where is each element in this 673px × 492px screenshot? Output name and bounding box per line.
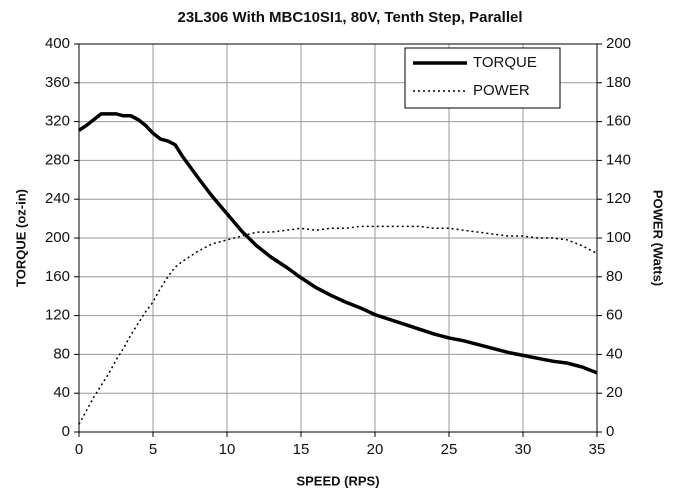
chart-title: 23L306 With MBC10SI1, 80V, Tenth Step, P…: [178, 9, 523, 26]
y-tick-label: 160: [45, 268, 70, 285]
series-line: [78, 112, 598, 375]
y-tick-label: 240: [45, 190, 70, 207]
legend-label: TORQUE: [473, 54, 537, 71]
y-tick-label: 360: [45, 74, 70, 91]
series-line: [78, 225, 598, 425]
x-tick-label: 5: [149, 441, 157, 458]
x-tick-label: 30: [515, 441, 532, 458]
y-tick-label: 120: [45, 307, 70, 324]
y-tick-label: 200: [45, 229, 70, 246]
y-tick-label: 280: [45, 151, 70, 168]
x-tick-label: 15: [293, 441, 310, 458]
y2-tick-label: 200: [606, 35, 631, 52]
y2-axis-label: POWER (Watts): [651, 190, 666, 286]
legend-box: [404, 47, 561, 109]
x-tick-label: 25: [441, 441, 458, 458]
y-tick-label: 40: [53, 384, 70, 401]
y-axis-label: TORQUE (oz-in): [13, 189, 28, 287]
y2-tick-label: 40: [606, 345, 623, 362]
x-tick-label: 10: [219, 441, 236, 458]
y2-tick-label: 120: [606, 190, 631, 207]
x-tick-label: 0: [75, 441, 83, 458]
plot-frame: [78, 43, 598, 433]
x-axis-label: SPEED (RPS): [296, 473, 379, 488]
x-tick-label: 20: [367, 441, 384, 458]
x-tick-label: 35: [589, 441, 606, 458]
y-tick-label: 80: [53, 345, 70, 362]
y-tick-label: 0: [62, 423, 70, 440]
y2-tick-label: 60: [606, 307, 623, 324]
y2-tick-label: 180: [606, 74, 631, 91]
legend-label: POWER: [473, 82, 530, 99]
y2-tick-label: 0: [606, 423, 614, 440]
y2-tick-label: 140: [606, 151, 631, 168]
y-tick-label: 320: [45, 113, 70, 130]
y-tick-label: 400: [45, 35, 70, 52]
y2-tick-label: 20: [606, 384, 623, 401]
y2-tick-label: 80: [606, 268, 623, 285]
y2-tick-label: 160: [606, 113, 631, 130]
y2-tick-label: 100: [606, 229, 631, 246]
